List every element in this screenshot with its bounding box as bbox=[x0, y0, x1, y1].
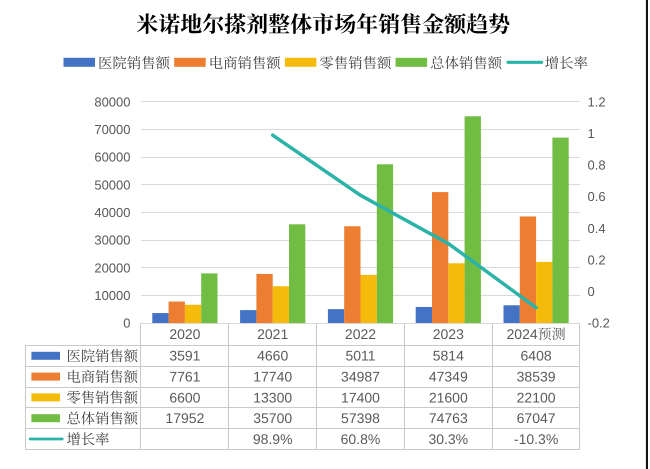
svg-text:1: 1 bbox=[588, 126, 595, 141]
svg-text:57398: 57398 bbox=[341, 410, 380, 426]
svg-text:38539: 38539 bbox=[517, 369, 556, 385]
svg-text:70000: 70000 bbox=[94, 122, 130, 137]
svg-text:17400: 17400 bbox=[341, 389, 380, 405]
svg-text:20000: 20000 bbox=[94, 260, 130, 275]
svg-text:6408: 6408 bbox=[521, 348, 552, 364]
svg-text:80000: 80000 bbox=[94, 94, 130, 109]
svg-text:2023: 2023 bbox=[433, 326, 464, 342]
svg-text:2024: 2024 bbox=[507, 326, 538, 342]
svg-text:2021: 2021 bbox=[257, 326, 288, 342]
svg-text:0.2: 0.2 bbox=[588, 252, 606, 267]
svg-text:60000: 60000 bbox=[94, 150, 130, 165]
svg-text:0.8: 0.8 bbox=[588, 158, 606, 173]
svg-text:17740: 17740 bbox=[253, 369, 292, 385]
svg-text:13300: 13300 bbox=[253, 389, 292, 405]
svg-text:0: 0 bbox=[123, 316, 130, 331]
svg-text:40000: 40000 bbox=[94, 205, 130, 220]
svg-text:0.4: 0.4 bbox=[588, 221, 606, 236]
svg-text:-10.3%: -10.3% bbox=[514, 431, 558, 447]
svg-text:74763: 74763 bbox=[429, 410, 468, 426]
svg-text:22100: 22100 bbox=[517, 389, 556, 405]
svg-text:30000: 30000 bbox=[94, 233, 130, 248]
svg-text:4660: 4660 bbox=[257, 348, 288, 364]
svg-text:6600: 6600 bbox=[169, 389, 200, 405]
svg-text:2020: 2020 bbox=[169, 326, 200, 342]
svg-text:34987: 34987 bbox=[341, 369, 380, 385]
svg-text:67047: 67047 bbox=[517, 410, 556, 426]
svg-text:35700: 35700 bbox=[253, 410, 292, 426]
svg-text:30.3%: 30.3% bbox=[428, 431, 468, 447]
svg-text:47349: 47349 bbox=[429, 369, 468, 385]
svg-text:3591: 3591 bbox=[169, 348, 200, 364]
svg-text:2022: 2022 bbox=[345, 326, 376, 342]
svg-text:17952: 17952 bbox=[165, 410, 204, 426]
svg-text:0.6: 0.6 bbox=[588, 189, 606, 204]
svg-text:21600: 21600 bbox=[429, 389, 468, 405]
svg-text:0: 0 bbox=[588, 284, 595, 299]
svg-text:50000: 50000 bbox=[94, 177, 130, 192]
svg-text:1.2: 1.2 bbox=[588, 94, 606, 109]
svg-text:5814: 5814 bbox=[433, 348, 464, 364]
svg-text:5011: 5011 bbox=[345, 348, 375, 364]
svg-text:10000: 10000 bbox=[94, 288, 130, 303]
svg-text:7761: 7761 bbox=[169, 369, 200, 385]
svg-text:98.9%: 98.9% bbox=[253, 431, 293, 447]
svg-text:60.8%: 60.8% bbox=[341, 431, 381, 447]
svg-text:-0.2: -0.2 bbox=[588, 316, 610, 331]
